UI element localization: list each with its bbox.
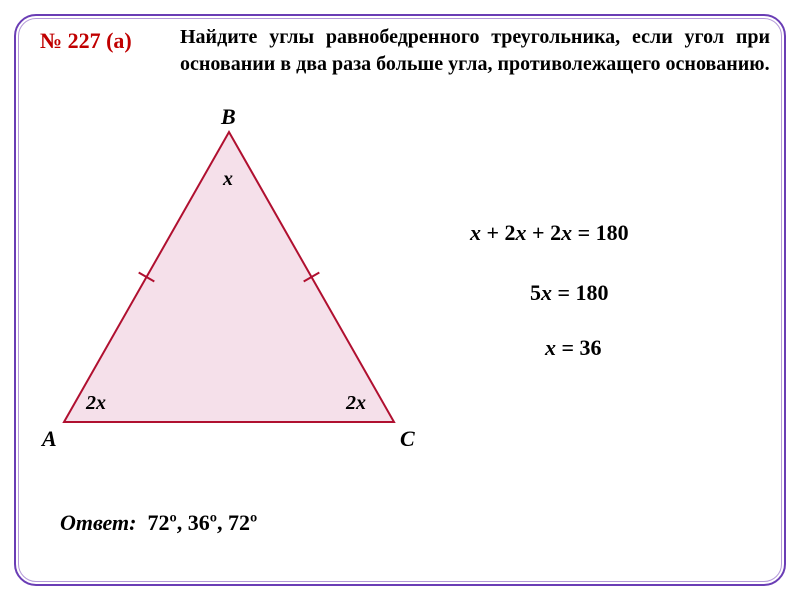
angle-base-c-label: 2x bbox=[346, 392, 366, 415]
problem-text: Найдите углы равнобедренного треугольник… bbox=[180, 24, 770, 78]
vertex-a-label: A bbox=[42, 426, 57, 452]
equation-3: x = 36 bbox=[545, 335, 602, 361]
answer-values: 72º, 36º, 72º bbox=[147, 510, 257, 535]
problem-number: № 227 (а) bbox=[40, 28, 132, 54]
answer-line: Ответ: 72º, 36º, 72º bbox=[60, 510, 257, 536]
equation-2: 5x = 180 bbox=[530, 280, 609, 306]
angle-base-a-label: 2x bbox=[86, 392, 106, 415]
vertex-c-label: C bbox=[400, 426, 415, 452]
vertex-b-label: B bbox=[221, 104, 236, 130]
angle-apex-label: x bbox=[223, 168, 233, 191]
equation-1: x + 2x + 2x = 180 bbox=[470, 220, 629, 246]
answer-label: Ответ: bbox=[60, 510, 136, 535]
triangle-figure: A B C x 2x 2x bbox=[44, 112, 404, 452]
